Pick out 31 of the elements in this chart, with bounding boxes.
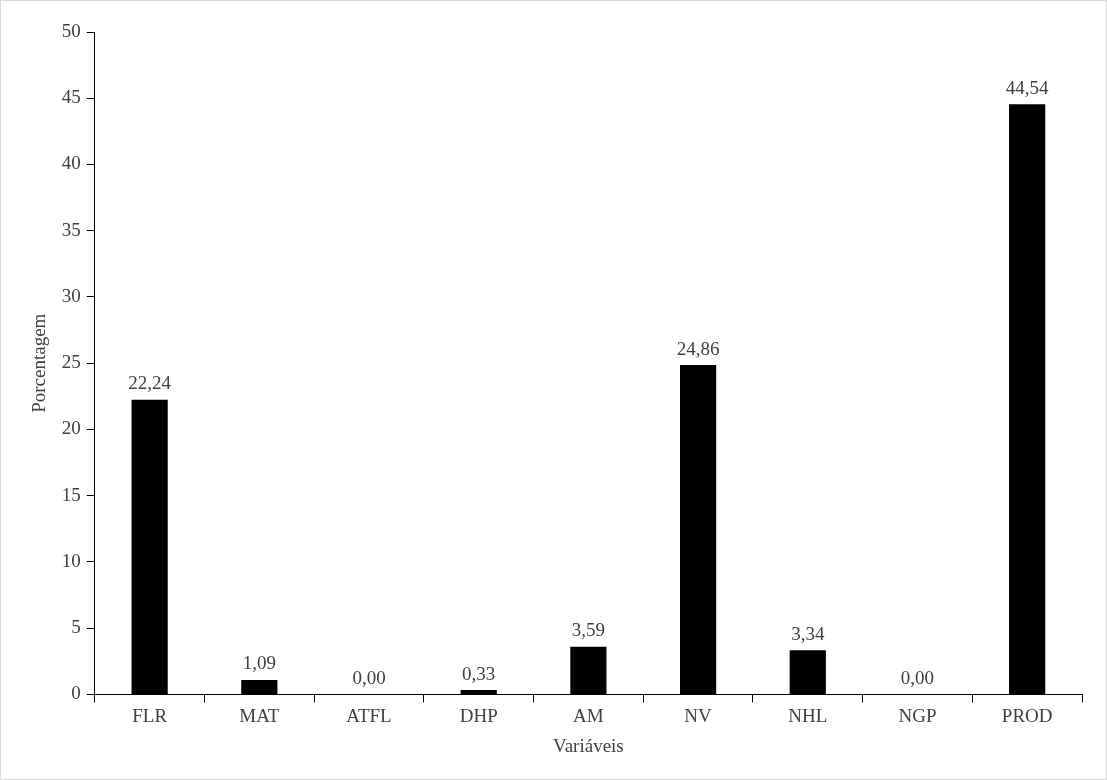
y-axis-title: Porcentagem [28,313,50,413]
x-tick-label: MAT [239,704,280,726]
data-label: 1,09 [242,652,276,674]
data-label: 44,54 [1005,76,1050,98]
y-tick-label: 5 [71,616,81,638]
data-label: 3,34 [791,622,825,644]
x-tick-label: PROD [1001,704,1053,726]
data-label: 0,00 [352,666,386,688]
x-axis-title: Variáveis [553,734,624,756]
data-label: 0,00 [900,666,935,688]
y-tick-label: 45 [61,86,81,108]
y-tick-label: 30 [61,284,81,306]
data-label: 24,86 [676,337,720,359]
y-tick-label: 25 [61,351,81,373]
y-tick-label: 40 [61,152,81,174]
x-tick-label: NHL [788,704,828,726]
x-tick-label: AM [573,704,604,726]
data-label: 3,59 [571,619,606,641]
y-tick-label: 0 [71,682,81,704]
x-tick-label: NV [684,704,713,726]
x-tick-label: FLR [132,704,168,726]
data-label: 0,33 [462,662,496,684]
y-tick-label: 10 [61,549,81,571]
x-tick-label: ATFL [346,704,392,726]
data-label: 22,24 [128,372,172,394]
y-tick-label: 15 [61,483,81,505]
x-tick-label: DHP [459,704,498,726]
y-tick-label: 50 [61,19,81,41]
y-tick-label: 35 [61,218,81,240]
y-tick-label: 20 [61,417,81,439]
x-tick-label: NGP [898,704,937,726]
